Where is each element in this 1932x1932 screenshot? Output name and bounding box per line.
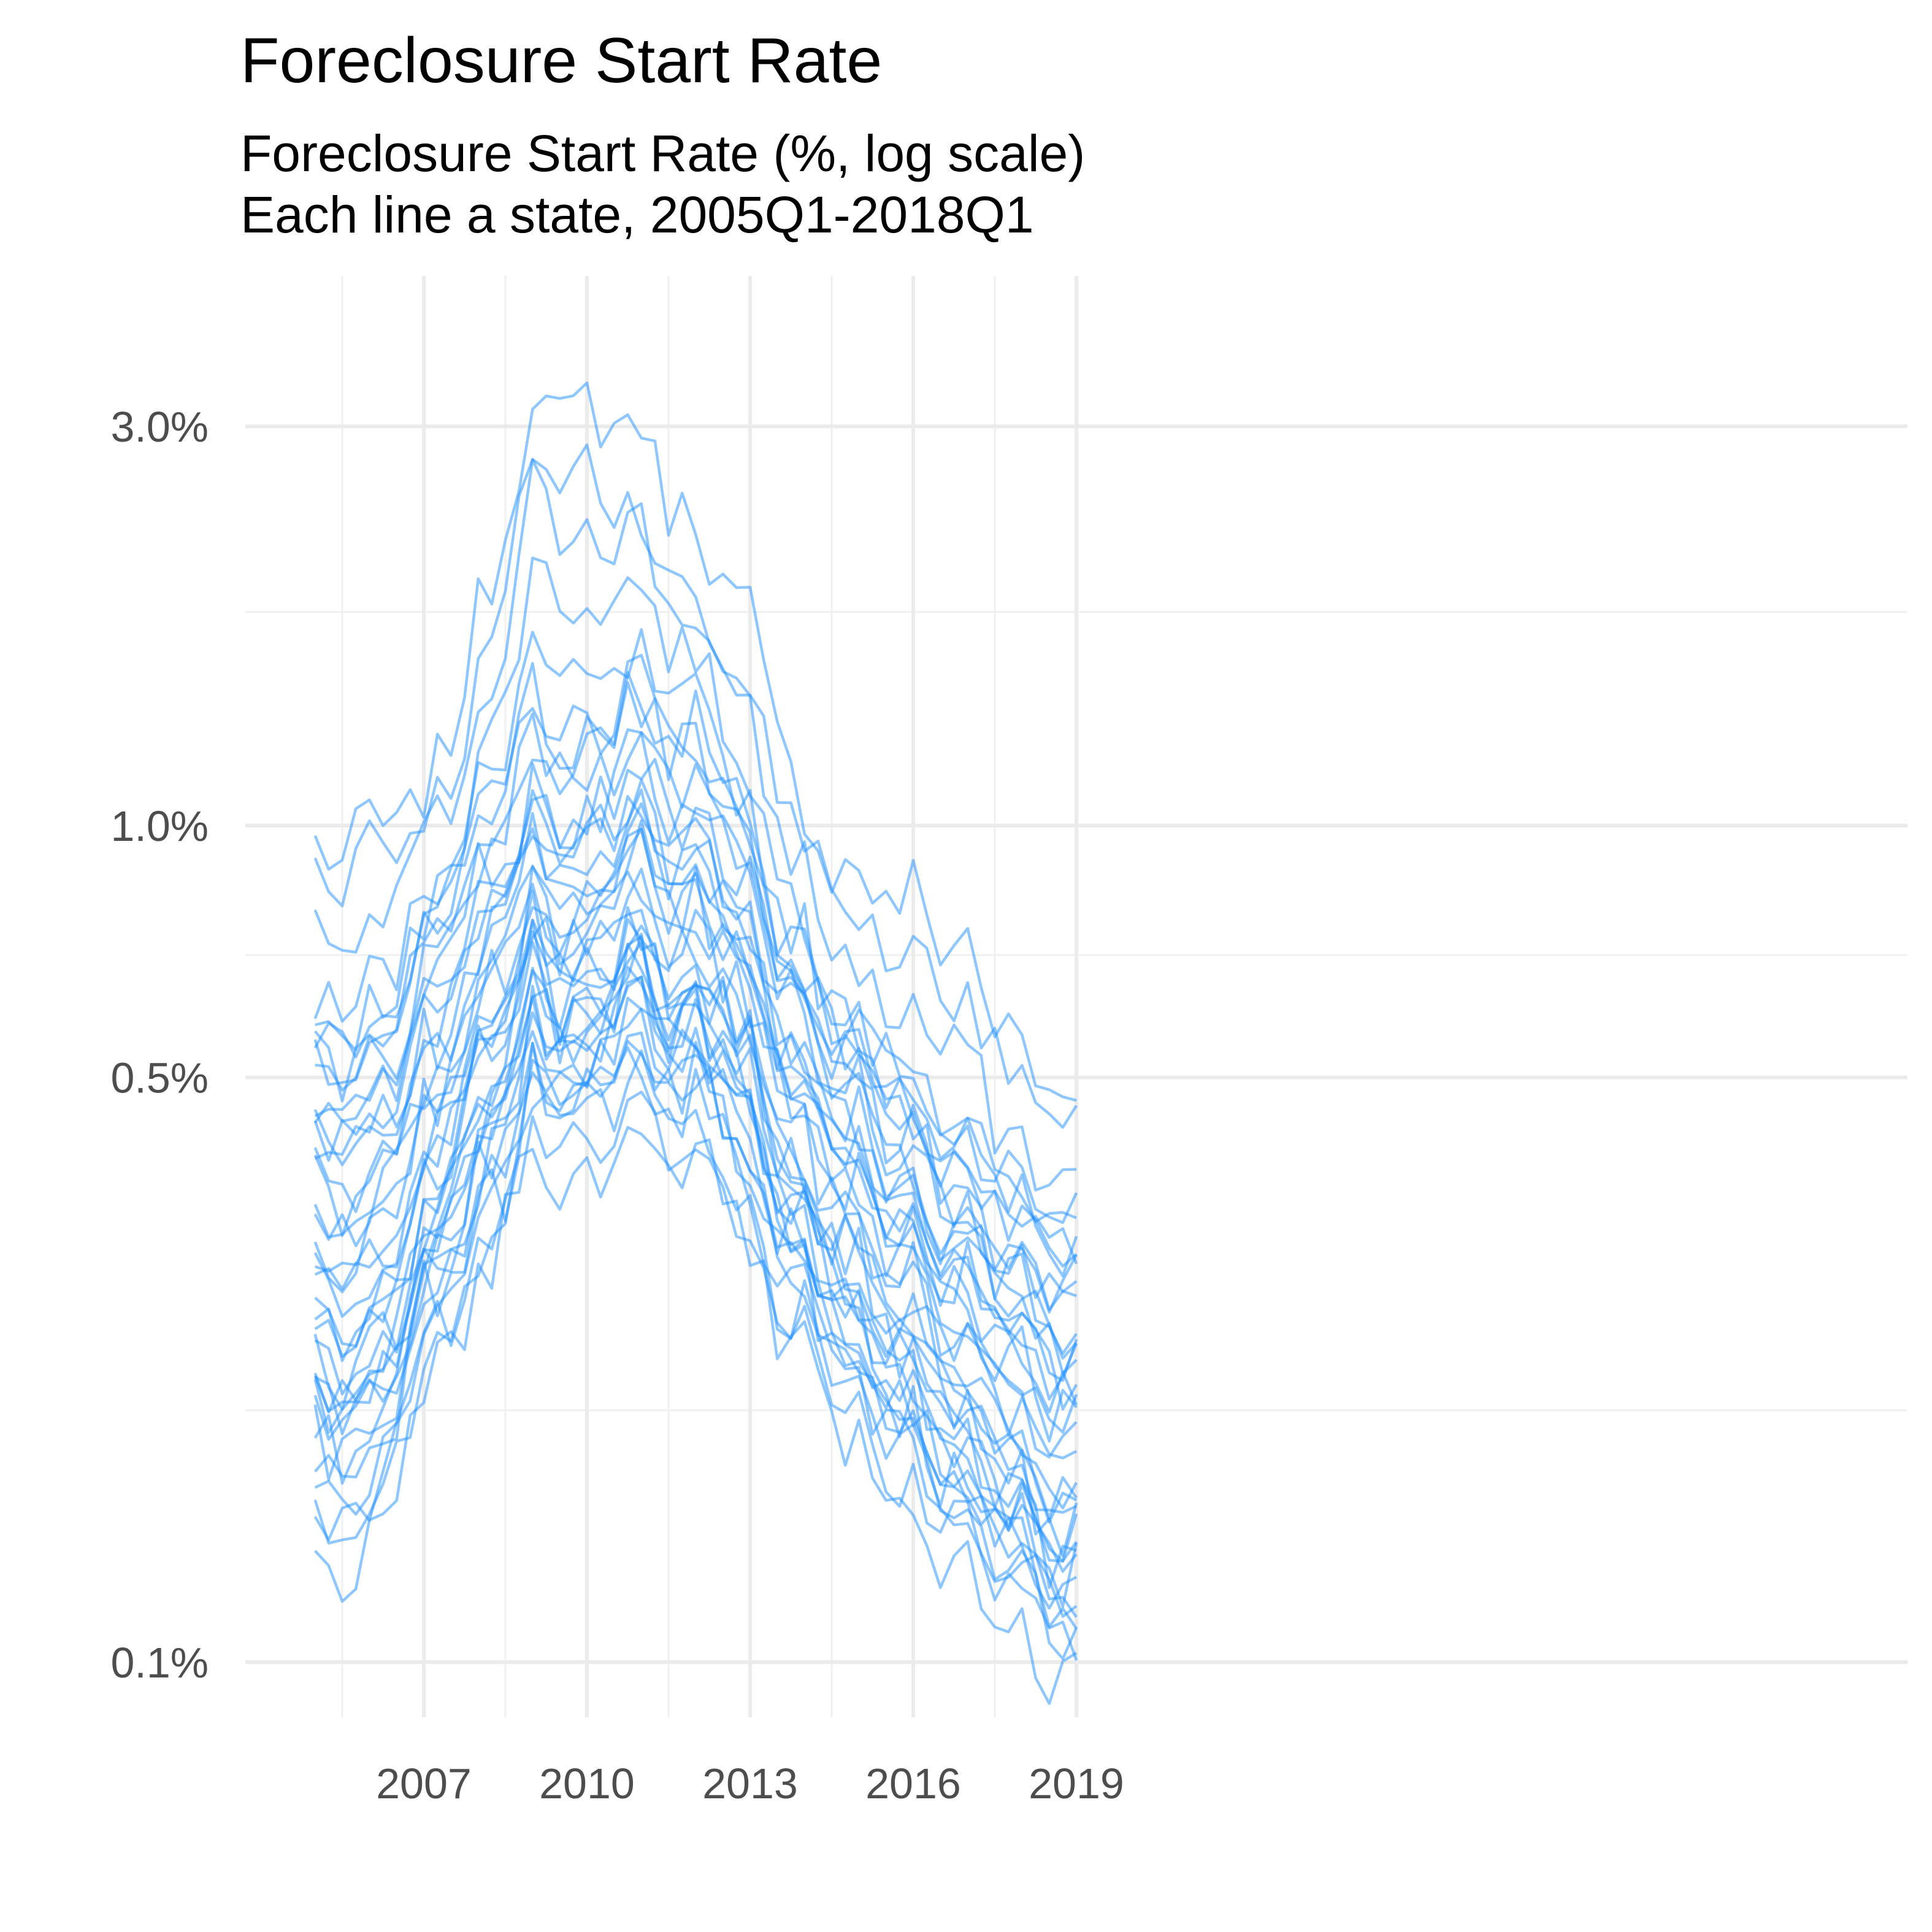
series-line [313, 778, 1078, 1375]
major-gridlines [245, 276, 1907, 1717]
series-line [315, 662, 1078, 1224]
y-tick-label: 0.1% [110, 1639, 209, 1687]
x-tick-label: 2013 [702, 1760, 798, 1807]
series-line [313, 681, 1078, 1265]
x-tick-label: 2007 [376, 1760, 472, 1807]
series-line [314, 728, 1078, 1314]
series-line [313, 443, 1078, 1129]
series-line [314, 935, 1077, 1589]
y-tick-label: 0.5% [110, 1054, 209, 1102]
x-tick-label: 2010 [539, 1760, 635, 1807]
series-line [314, 789, 1078, 1360]
series-line [314, 1091, 1078, 1661]
series-line [313, 827, 1078, 1411]
y-tick-label: 1.0% [110, 802, 209, 850]
series-line [313, 556, 1077, 1224]
x-tick-label: 2016 [865, 1760, 961, 1807]
series-lines [313, 381, 1078, 1705]
chart-subtitle: Foreclosure Start Rate (%, log scale) Ea… [240, 123, 1085, 245]
y-axis-tick-labels: 0.1% 0.5% 1.0% 3.0% [110, 403, 209, 1687]
series-line [313, 975, 1078, 1563]
series-line [313, 864, 1078, 1443]
series-line [313, 965, 1078, 1563]
series-line [313, 458, 1077, 1192]
series-line [313, 1125, 1078, 1705]
series-line [313, 757, 1077, 1311]
series-line [313, 930, 1078, 1520]
series-line [313, 381, 1077, 1102]
series-line [313, 802, 1078, 1382]
series-line [313, 819, 1078, 1401]
series-line [314, 906, 1078, 1524]
series-line [313, 1049, 1078, 1660]
series-line [313, 653, 1078, 1268]
series-line [313, 941, 1077, 1514]
chart-title: Foreclosure Start Rate [240, 25, 883, 96]
x-axis-tick-labels: 2007 2010 2013 2016 2019 [376, 1760, 1124, 1807]
series-line [313, 1041, 1078, 1618]
series-line [314, 1031, 1078, 1610]
x-tick-label: 2019 [1029, 1760, 1124, 1807]
series-line [315, 712, 1078, 1299]
series-line [314, 1007, 1078, 1618]
series-line [313, 628, 1078, 1278]
series-line [314, 867, 1078, 1434]
y-tick-label: 3.0% [110, 403, 209, 451]
chart-subtitle-line-1: Foreclosure Start Rate (%, log scale) [240, 125, 1086, 182]
chart-subtitle-line-2: Each line a state, 2005Q1-2018Q1 [240, 186, 1034, 243]
